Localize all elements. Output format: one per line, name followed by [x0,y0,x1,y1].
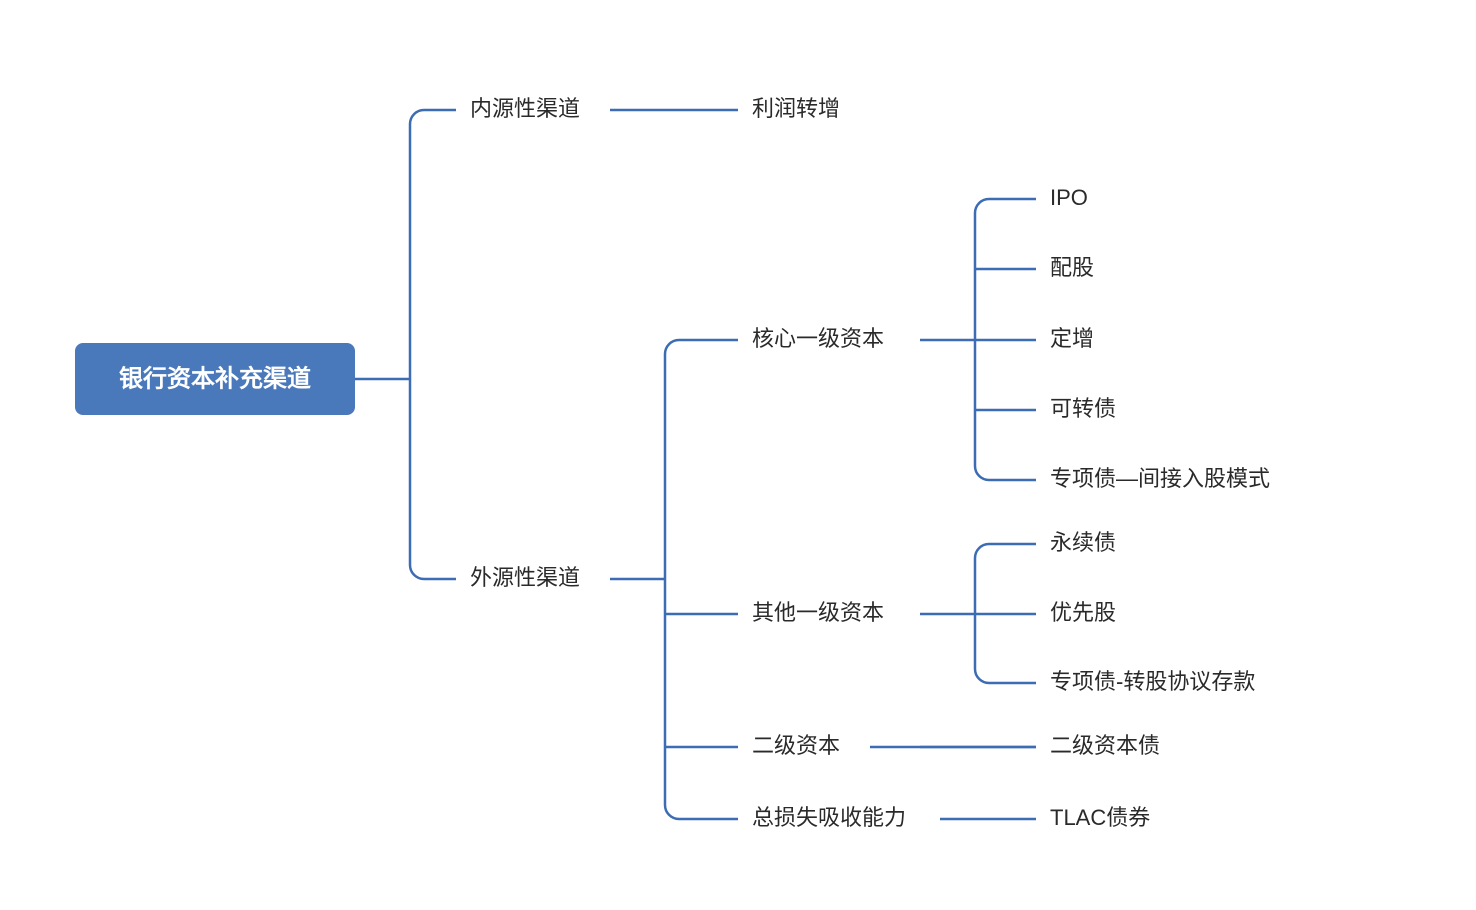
root-label: 银行资本补充渠道 [119,364,311,392]
leaf-other-1: 优先股 [1050,600,1116,625]
leaf-other-2: 专项债-转股协议存款 [1050,669,1255,694]
connector-corner [410,110,424,124]
level2-tier2: 二级资本 [752,733,840,758]
connector-corner [665,805,679,819]
leaf-core-3: 可转债 [1050,396,1116,421]
leaf-core-1: 配股 [1050,255,1094,280]
connector-corner [665,340,679,354]
leaf-tlac: TLAC债券 [1050,805,1150,830]
connector-corner [975,669,989,683]
connector-corner [410,565,424,579]
level1-internal: 内源性渠道 [470,96,580,121]
leaf-tier2: 二级资本债 [1050,733,1160,758]
leaf-profit: 利润转增 [752,96,840,121]
connector-corner [975,544,989,558]
level2-core: 核心一级资本 [752,326,884,351]
level1-external: 外源性渠道 [470,565,580,590]
leaf-core-4: 专项债—间接入股模式 [1050,466,1270,491]
level2-tlac: 总损失吸收能力 [752,805,906,830]
leaf-other-0: 永续债 [1050,530,1116,555]
connector-corner [975,199,989,213]
connector-corner [975,466,989,480]
mindmap-svg: 银行资本补充渠道 内源性渠道外源性渠道 利润转增核心一级资本其他一级资本二级资本总损… [0,0,1476,910]
leaf-core-0: IPO [1050,185,1088,210]
level2-other: 其他一级资本 [752,600,884,625]
leaf-core-2: 定增 [1050,326,1094,351]
